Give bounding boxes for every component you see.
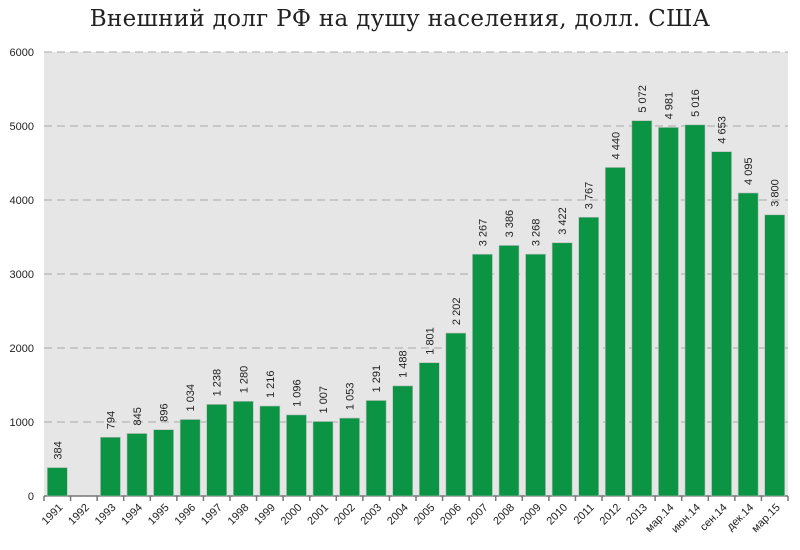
x-tick-label: 1994 — [119, 502, 145, 528]
data-label: 4 095 — [743, 157, 755, 185]
x-tick-label: сен.14 — [698, 502, 730, 534]
data-label: 3 268 — [531, 219, 543, 247]
data-label: 1 280 — [238, 366, 250, 394]
x-tick-label: 1996 — [172, 502, 198, 528]
data-label: 1 801 — [424, 327, 436, 355]
data-label: 896 — [159, 403, 171, 421]
bar — [179, 419, 201, 497]
bar — [365, 400, 387, 497]
data-label: 845 — [132, 407, 144, 425]
x-tick-label: 2012 — [598, 502, 624, 528]
y-tick-label: 2000 — [10, 343, 34, 355]
x-tick-label: июн.14 — [669, 502, 703, 536]
bar — [259, 405, 281, 497]
data-label: 4 653 — [717, 116, 729, 144]
data-label: 1 216 — [265, 370, 277, 398]
data-label: 3 267 — [477, 219, 489, 247]
x-tick-label: 1993 — [93, 502, 119, 528]
bar — [658, 127, 679, 497]
data-label: 1 007 — [318, 386, 330, 414]
bar — [578, 216, 600, 497]
bar — [153, 429, 174, 497]
x-tick-label: 2009 — [518, 502, 544, 528]
x-tick-label: 2010 — [544, 502, 570, 528]
x-tick-label: 2006 — [438, 502, 464, 528]
data-label: 1 291 — [371, 365, 383, 393]
data-label: 384 — [52, 441, 64, 459]
data-label: 1 034 — [185, 384, 197, 412]
y-tick-label: 6000 — [10, 47, 34, 59]
data-label: 5 072 — [637, 85, 649, 113]
x-tick-label: 2007 — [465, 502, 491, 528]
bar — [232, 400, 254, 497]
bar — [525, 253, 546, 497]
bar — [418, 362, 440, 497]
x-tick-label: 2011 — [572, 502, 597, 527]
bar — [604, 167, 626, 497]
bar — [764, 214, 786, 497]
x-tick-label: 2000 — [279, 502, 305, 528]
bar — [737, 192, 759, 497]
data-label: 4 440 — [610, 132, 622, 160]
bar — [445, 332, 467, 497]
x-tick-label: 1992 — [66, 502, 92, 528]
data-label: 5 016 — [690, 89, 702, 117]
data-label: 4 981 — [663, 92, 675, 120]
data-label: 3 800 — [770, 179, 782, 207]
y-tick-label: 3000 — [10, 269, 34, 281]
y-tick-label: 5000 — [10, 121, 34, 133]
y-tick-label: 1000 — [10, 417, 34, 429]
data-label: 1 238 — [212, 369, 224, 397]
x-tick-label: 2008 — [491, 502, 517, 528]
x-tick-label: мар.15 — [750, 502, 783, 535]
chart-title: Внешний долг РФ на душу населения, долл.… — [89, 6, 711, 32]
bar — [631, 120, 653, 497]
bar — [392, 385, 414, 497]
data-label: 3 422 — [557, 207, 569, 235]
bar — [551, 242, 573, 497]
bar — [126, 433, 148, 497]
x-tick-label: 1999 — [252, 502, 278, 528]
data-label: 1 053 — [345, 383, 357, 411]
x-tick-label: 1991 — [40, 502, 66, 528]
x-tick-label: 1998 — [226, 502, 252, 528]
x-tick-label: 1997 — [199, 502, 225, 528]
y-tick-label: 4000 — [10, 195, 34, 207]
x-tick-label: 2004 — [385, 502, 411, 528]
data-label: 3 767 — [584, 182, 596, 210]
x-tick-label: 1995 — [146, 502, 172, 528]
data-label: 1 096 — [291, 379, 303, 407]
bar — [206, 404, 228, 497]
x-tick-label: 2005 — [412, 502, 438, 528]
bar — [472, 253, 493, 497]
bar — [46, 467, 68, 497]
bar — [286, 414, 307, 497]
bar — [684, 124, 706, 497]
data-label: 794 — [105, 411, 117, 429]
bar — [312, 421, 334, 497]
bar — [711, 151, 732, 497]
data-label: 1 488 — [398, 350, 410, 378]
bar — [498, 245, 520, 497]
bar — [100, 436, 121, 497]
x-tick-label: 2001 — [305, 502, 331, 528]
y-tick-label: 0 — [28, 491, 34, 503]
data-label: 3 386 — [504, 210, 516, 238]
data-label: 2 202 — [451, 298, 463, 326]
x-tick-label: 2003 — [358, 502, 384, 528]
bar — [339, 417, 360, 497]
x-tick-label: 2002 — [332, 502, 358, 528]
